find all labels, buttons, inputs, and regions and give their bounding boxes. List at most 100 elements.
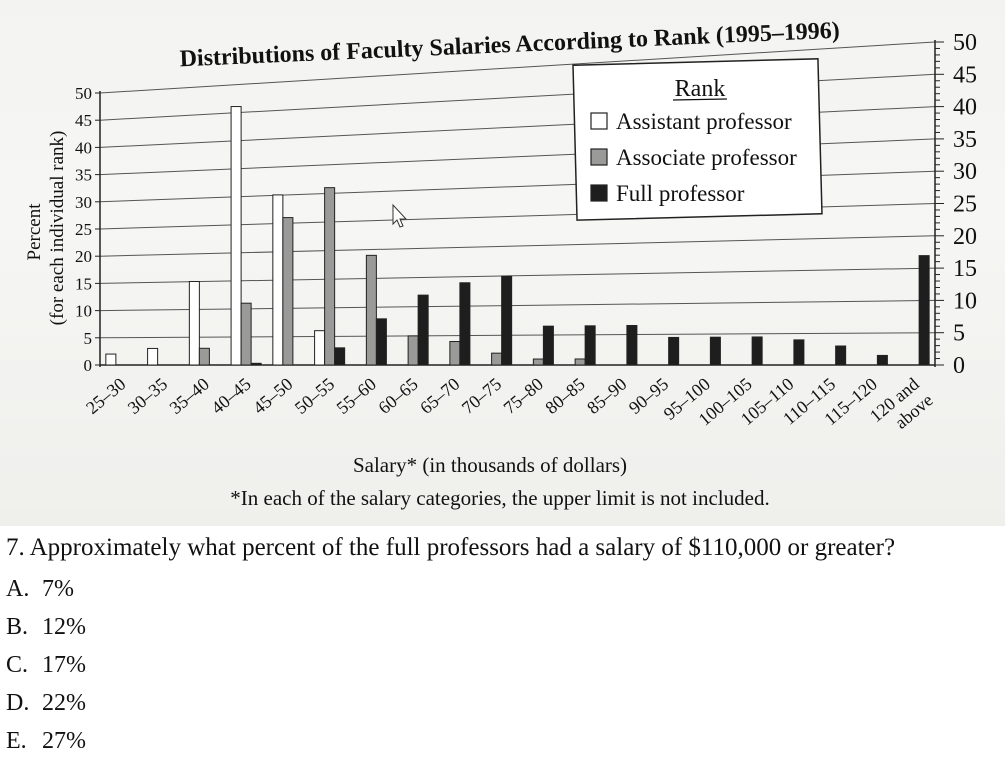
left-tick-label: 35 — [75, 166, 92, 185]
right-tick-label: 50 — [953, 30, 977, 56]
x-tick-label: 80–85 — [541, 374, 588, 418]
right-tick-label: 25 — [953, 192, 977, 218]
bar-assistant-professor — [105, 353, 117, 366]
choice-text: 17% — [42, 652, 86, 678]
x-tick-label: 50–55 — [291, 374, 338, 418]
x-tick-label: 35–40 — [166, 374, 213, 418]
x-tick-label: 25–30 — [82, 374, 129, 418]
bar-assistant-professor — [230, 106, 242, 366]
bar-associate-professor — [532, 358, 544, 366]
x-tick-label: 65–70 — [416, 374, 463, 418]
bar-full-professor — [835, 345, 847, 366]
x-tick-label: 85–90 — [583, 374, 630, 418]
bar-assistant-professor — [147, 347, 159, 366]
y-axis-sublabel: (for each individual rank) — [47, 131, 68, 326]
bar-assistant-professor — [314, 330, 326, 366]
choice-e[interactable]: E. 27% — [6, 728, 86, 755]
choice-letter: E. — [6, 728, 27, 754]
bar-full-professor — [417, 294, 429, 366]
mouse-cursor-icon — [392, 203, 408, 228]
bar-full-professor — [793, 339, 805, 366]
left-tick-label: 20 — [75, 247, 92, 266]
choice-text: 12% — [42, 614, 86, 640]
gridline — [99, 299, 936, 312]
right-tick-label: 30 — [953, 159, 977, 185]
chart-photo: Distributions of Faculty Salaries Accord… — [0, 0, 1005, 526]
question-text: 7. Approximately what percent of the ful… — [6, 534, 896, 561]
right-tick-label: 20 — [953, 224, 977, 250]
x-tick-label: 30–35 — [124, 374, 171, 418]
bar-full-professor — [375, 318, 387, 366]
right-tick-label: 40 — [953, 95, 977, 121]
bar-full-professor — [334, 347, 346, 366]
bar-full-professor — [626, 324, 638, 366]
x-tick-label: 60–65 — [374, 374, 421, 418]
left-tick-label: 30 — [75, 193, 92, 212]
choice-d[interactable]: D. 22% — [6, 690, 86, 717]
right-tick-label: 0 — [953, 353, 965, 379]
bar-full-professor — [876, 354, 888, 366]
left-tick-label: 15 — [75, 274, 92, 293]
left-tick-label: 40 — [75, 138, 92, 157]
choice-text: 27% — [42, 728, 86, 754]
bar-full-professor — [668, 336, 680, 366]
x-tick-label: 70–75 — [458, 374, 505, 418]
legend-swatch — [590, 184, 608, 202]
bar-associate-professor — [449, 341, 461, 366]
chart-footnote: *In each of the salary categories, the u… — [230, 486, 769, 510]
x-tick-label: 55–60 — [333, 374, 380, 418]
x-axis-label: Salary* (in thousands of dollars) — [353, 453, 627, 477]
choice-text: 7% — [42, 576, 74, 602]
choice-letter: A. — [6, 576, 30, 602]
x-tick-label: 75–80 — [500, 374, 547, 418]
x-tick-label: 40–45 — [207, 374, 254, 418]
legend-box — [572, 58, 823, 221]
choice-letter: B. — [6, 614, 29, 640]
bar-assistant-professor — [272, 194, 284, 366]
bar-associate-professor — [282, 217, 294, 366]
legend-title-underline — [672, 98, 728, 101]
left-tick-label: 5 — [84, 329, 93, 348]
right-tick-label: 10 — [953, 288, 977, 314]
bar-full-professor — [501, 275, 513, 366]
choice-a[interactable]: A. 7% — [6, 576, 74, 603]
bar-full-professor — [709, 336, 721, 366]
faculty-salary-chart: Distributions of Faculty Salaries Accord… — [24, 18, 977, 510]
left-tick-label: 45 — [75, 111, 92, 130]
x-tick-label: 45–50 — [249, 374, 296, 418]
bar-full-professor — [459, 282, 471, 366]
gridline — [99, 267, 936, 284]
choice-text: 22% — [42, 690, 86, 716]
bar-full-professor — [542, 325, 554, 366]
bar-full-professor — [584, 325, 596, 366]
bar-full-professor — [250, 362, 262, 366]
gridline — [99, 41, 936, 94]
bar-full-professor — [751, 336, 763, 366]
left-tick-label: 50 — [75, 84, 92, 103]
bar-full-professor — [918, 255, 930, 366]
legend-entry: Associate professor — [616, 145, 797, 170]
right-tick-label: 35 — [953, 127, 977, 153]
choice-c[interactable]: C. 17% — [6, 652, 86, 679]
legend-swatch — [590, 112, 608, 130]
left-tick-label: 10 — [75, 302, 92, 321]
bar-associate-professor — [324, 187, 336, 366]
right-tick-label: 45 — [953, 62, 977, 88]
left-tick-label: 25 — [75, 220, 92, 239]
bar-associate-professor — [240, 302, 252, 366]
bar-associate-professor — [365, 254, 377, 366]
bar-associate-professor — [574, 358, 586, 366]
bar-assistant-professor — [188, 280, 200, 366]
bar-associate-professor — [491, 352, 503, 366]
y-axis-label: Percent — [24, 203, 45, 261]
legend-title: Rank — [675, 76, 726, 102]
legend-entry: Full professor — [616, 181, 745, 206]
bar-associate-professor — [198, 347, 210, 366]
choice-b[interactable]: B. 12% — [6, 614, 86, 641]
right-tick-label: 5 — [953, 321, 965, 347]
right-tick-label: 15 — [953, 256, 977, 282]
bar-associate-professor — [407, 335, 419, 366]
left-tick-label: 0 — [84, 356, 93, 375]
choice-letter: C. — [6, 652, 29, 678]
gridline — [99, 235, 936, 257]
